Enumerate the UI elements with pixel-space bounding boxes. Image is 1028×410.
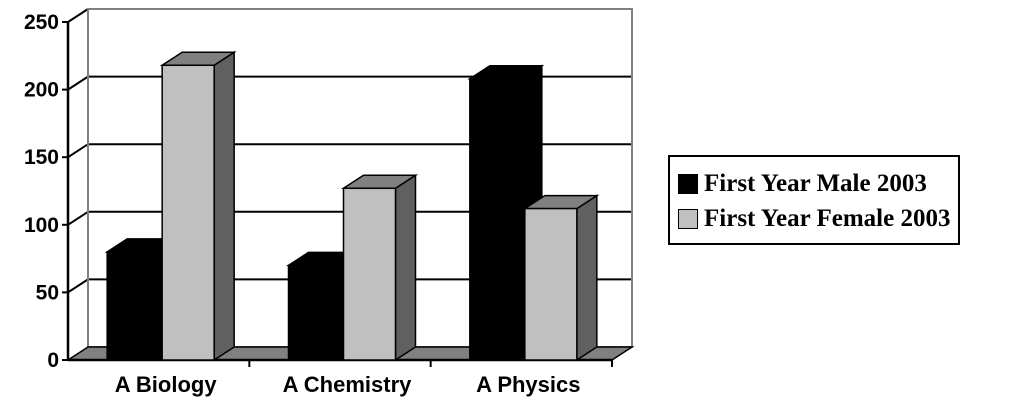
bar-female-1 xyxy=(342,187,397,361)
bar-side xyxy=(576,194,598,362)
gridline-diag xyxy=(67,210,89,226)
bar-male-2 xyxy=(469,78,523,361)
bar-female-0 xyxy=(161,64,215,361)
y-tick-label: 50 xyxy=(36,281,59,304)
y-tick-label: 250 xyxy=(24,11,59,34)
y-tick-label: 100 xyxy=(24,214,59,237)
legend-label-female: First Year Female 2003 xyxy=(704,204,951,232)
y-tick-label: 150 xyxy=(24,146,59,169)
x-tick-label: A Biology xyxy=(115,372,218,397)
legend-item-female: First Year Female 2003 xyxy=(678,201,950,236)
x-tick-label: A Physics xyxy=(476,372,580,397)
y-tick-label: 200 xyxy=(24,79,59,102)
x-tick-label: A Chemistry xyxy=(283,372,413,397)
y-tick-label: 0 xyxy=(47,349,59,372)
gridline-diag xyxy=(67,278,89,294)
gridline-diag xyxy=(67,75,89,91)
gridline-diag xyxy=(67,8,89,23)
bar-side xyxy=(213,50,235,362)
bar-female-2 xyxy=(524,207,578,361)
legend-label-male: First Year Male 2003 xyxy=(704,169,927,197)
bar-male-0 xyxy=(106,251,160,361)
gridline-diag xyxy=(67,143,89,159)
legend-item-male: First Year Male 2003 xyxy=(678,166,950,201)
legend: First Year Male 2003 First Year Female 2… xyxy=(668,155,961,245)
bar-side xyxy=(394,173,417,362)
legend-swatch-female xyxy=(678,208,698,229)
bar-male-1 xyxy=(287,264,342,361)
legend-swatch-male xyxy=(678,173,698,194)
